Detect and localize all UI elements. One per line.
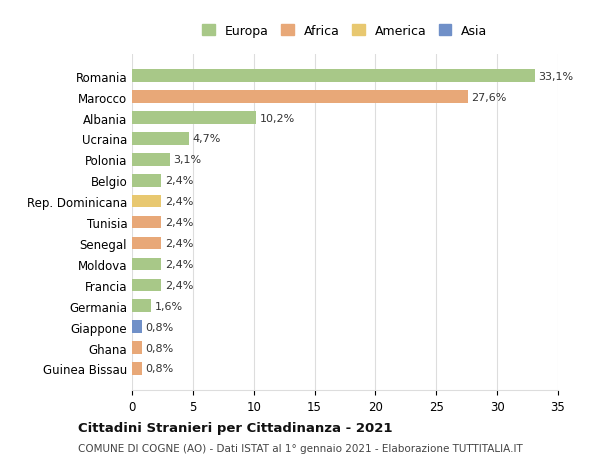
- Bar: [132, 279, 161, 291]
- Text: 0,8%: 0,8%: [145, 322, 173, 332]
- Text: 1,6%: 1,6%: [155, 301, 183, 311]
- Text: 27,6%: 27,6%: [472, 92, 507, 102]
- Text: 3,1%: 3,1%: [173, 155, 202, 165]
- Bar: [132, 174, 161, 187]
- Bar: [132, 216, 161, 229]
- Text: 2,4%: 2,4%: [165, 218, 193, 228]
- Bar: [132, 237, 161, 250]
- Bar: [132, 341, 142, 354]
- Bar: [132, 363, 142, 375]
- Text: 2,4%: 2,4%: [165, 197, 193, 207]
- Text: 4,7%: 4,7%: [193, 134, 221, 144]
- Bar: [132, 91, 468, 104]
- Text: 2,4%: 2,4%: [165, 239, 193, 248]
- Bar: [132, 258, 161, 271]
- Bar: [132, 70, 535, 83]
- Bar: [132, 154, 170, 166]
- Bar: [132, 196, 161, 208]
- Bar: [132, 133, 189, 146]
- Bar: [132, 321, 142, 333]
- Text: 33,1%: 33,1%: [539, 72, 574, 82]
- Legend: Europa, Africa, America, Asia: Europa, Africa, America, Asia: [199, 21, 491, 42]
- Text: 10,2%: 10,2%: [260, 113, 295, 123]
- Text: COMUNE DI COGNE (AO) - Dati ISTAT al 1° gennaio 2021 - Elaborazione TUTTITALIA.I: COMUNE DI COGNE (AO) - Dati ISTAT al 1° …: [78, 443, 523, 453]
- Text: Cittadini Stranieri per Cittadinanza - 2021: Cittadini Stranieri per Cittadinanza - 2…: [78, 421, 392, 434]
- Bar: [132, 300, 151, 312]
- Bar: [132, 112, 256, 124]
- Text: 2,4%: 2,4%: [165, 176, 193, 186]
- Text: 2,4%: 2,4%: [165, 280, 193, 290]
- Text: 2,4%: 2,4%: [165, 259, 193, 269]
- Text: 0,8%: 0,8%: [145, 364, 173, 374]
- Text: 0,8%: 0,8%: [145, 343, 173, 353]
